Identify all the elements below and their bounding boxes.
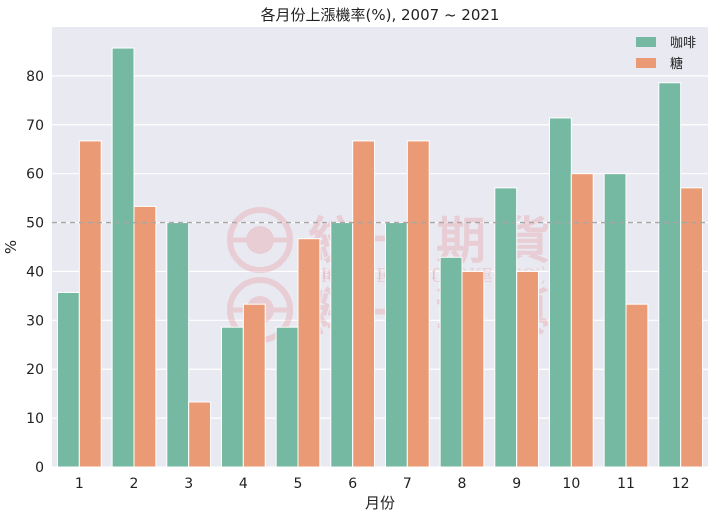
legend-label: 糖 bbox=[670, 56, 683, 72]
x-tick-label: 12 bbox=[672, 476, 690, 492]
x-tick-label: 11 bbox=[617, 476, 635, 492]
x-axis-title: 月份 bbox=[365, 494, 395, 512]
x-tick-label: 5 bbox=[294, 476, 303, 492]
bar-coffee-5 bbox=[275, 326, 299, 468]
x-tick-label: 7 bbox=[403, 476, 412, 492]
y-tick-label: 10 bbox=[26, 411, 44, 427]
bar-coffee-3 bbox=[166, 222, 190, 468]
x-tick-label: 6 bbox=[348, 476, 357, 492]
bar-sugar-4 bbox=[242, 303, 266, 468]
x-tick-label: 4 bbox=[239, 476, 248, 492]
x-tick-label: 9 bbox=[512, 476, 521, 492]
y-tick-label: 30 bbox=[26, 313, 44, 329]
bar-coffee-10 bbox=[548, 117, 572, 468]
watermark-logo-icon bbox=[227, 207, 293, 273]
bar-coffee-4 bbox=[220, 326, 244, 468]
bar-sugar-5 bbox=[297, 238, 321, 468]
x-tick-label: 10 bbox=[562, 476, 580, 492]
bar-sugar-3 bbox=[188, 401, 212, 468]
bar-coffee-7 bbox=[384, 222, 408, 468]
watermark-logo-dot bbox=[246, 226, 274, 254]
chart-title: 各月份上漲機率(%), 2007 ~ 2021 bbox=[261, 6, 500, 24]
y-tick-label: 70 bbox=[26, 118, 44, 134]
bar-sugar-2 bbox=[133, 205, 157, 468]
bar-coffee-12 bbox=[658, 82, 682, 468]
plot-background bbox=[52, 27, 708, 467]
bar-coffee-9 bbox=[494, 187, 518, 468]
bar-coffee-1 bbox=[56, 291, 80, 468]
bar-sugar-10 bbox=[570, 173, 594, 468]
y-tick-label: 0 bbox=[35, 460, 44, 476]
legend-label: 咖啡 bbox=[670, 36, 696, 51]
y-tick-label: 20 bbox=[26, 362, 44, 378]
bar-sugar-11 bbox=[625, 303, 649, 468]
y-tick-labels: 0 10 20 30 40 50 60 70 80 bbox=[26, 69, 44, 476]
x-tick-label: 3 bbox=[184, 476, 193, 492]
bar-coffee-6 bbox=[330, 222, 354, 468]
legend: 咖啡糖 bbox=[636, 36, 696, 72]
bar-sugar-1 bbox=[78, 140, 102, 468]
bar-sugar-12 bbox=[680, 187, 704, 468]
y-tick-label: 50 bbox=[26, 216, 44, 232]
bar-coffee-8 bbox=[439, 256, 463, 468]
bar-sugar-6 bbox=[352, 140, 376, 468]
bar-coffee-11 bbox=[603, 173, 627, 468]
x-tick-label: 1 bbox=[75, 476, 84, 492]
y-axis-title: % bbox=[2, 240, 20, 254]
bar-coffee-2 bbox=[111, 47, 135, 468]
bar-sugar-9 bbox=[516, 270, 540, 468]
bars bbox=[56, 47, 704, 468]
y-tick-label: 40 bbox=[26, 264, 44, 280]
bar-sugar-8 bbox=[461, 270, 485, 468]
legend-swatch bbox=[636, 58, 656, 68]
x-tick-label: 2 bbox=[130, 476, 139, 492]
y-tick-label: 60 bbox=[26, 167, 44, 183]
x-tick-labels: 1 2 3 4 5 6 7 8 9 10 11 12 bbox=[75, 476, 690, 492]
x-tick-label: 8 bbox=[458, 476, 467, 492]
y-tick-label: 80 bbox=[26, 69, 44, 85]
bar-sugar-7 bbox=[406, 140, 430, 468]
legend-swatch bbox=[636, 37, 656, 47]
